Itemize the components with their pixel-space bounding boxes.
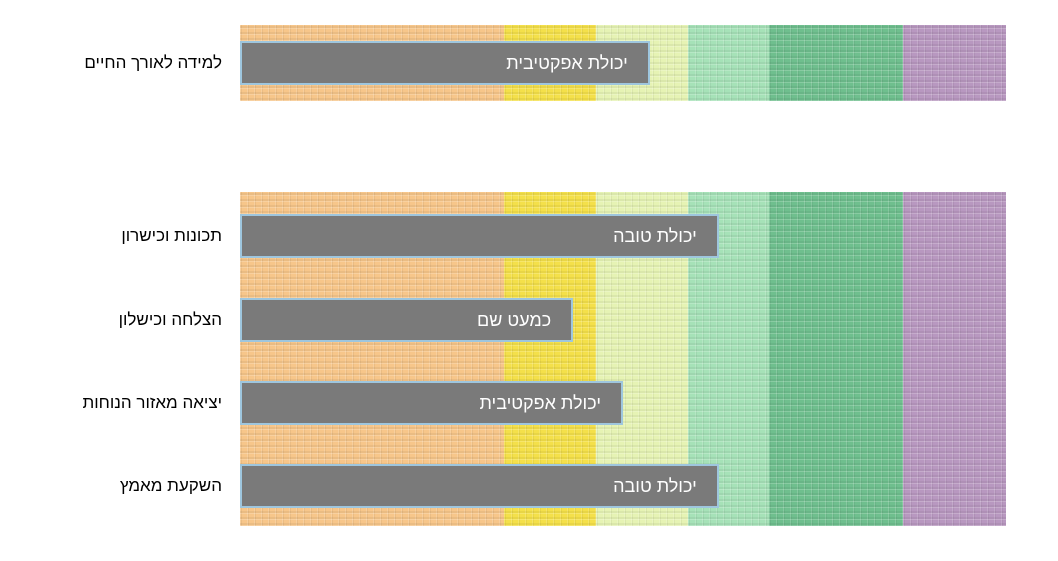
value-bar: כמעט שם — [240, 298, 574, 342]
bar-value-label: יכולת אפקטיבית — [506, 52, 628, 73]
value-bar: יכולת טובה — [240, 464, 719, 508]
value-bar: יכולת אפקטיבית — [240, 41, 650, 85]
bar-value-label: כמעט שם — [476, 309, 552, 330]
scale-band — [902, 192, 1006, 526]
bar-value-label: יכולת אפקטיבית — [479, 392, 601, 413]
category-label: הצלחה וכישלון — [118, 310, 222, 329]
category-label: תכונות וכישרון — [121, 226, 222, 245]
scale-band — [768, 25, 904, 101]
category-label: למידה לאורך החיים — [84, 53, 222, 72]
category-label: יציאה מאזור הנוחות — [82, 393, 223, 412]
scale-band — [768, 192, 904, 526]
value-bar: יכולת אפקטיבית — [240, 381, 623, 425]
scale-band — [902, 25, 1006, 101]
value-bar: יכולת טובה — [240, 214, 719, 258]
bar-value-label: יכולת טובה — [613, 475, 697, 496]
bar-value-label: יכולת טובה — [613, 225, 697, 246]
scale-band — [688, 25, 770, 101]
category-label: השקעת מאמץ — [119, 476, 222, 495]
